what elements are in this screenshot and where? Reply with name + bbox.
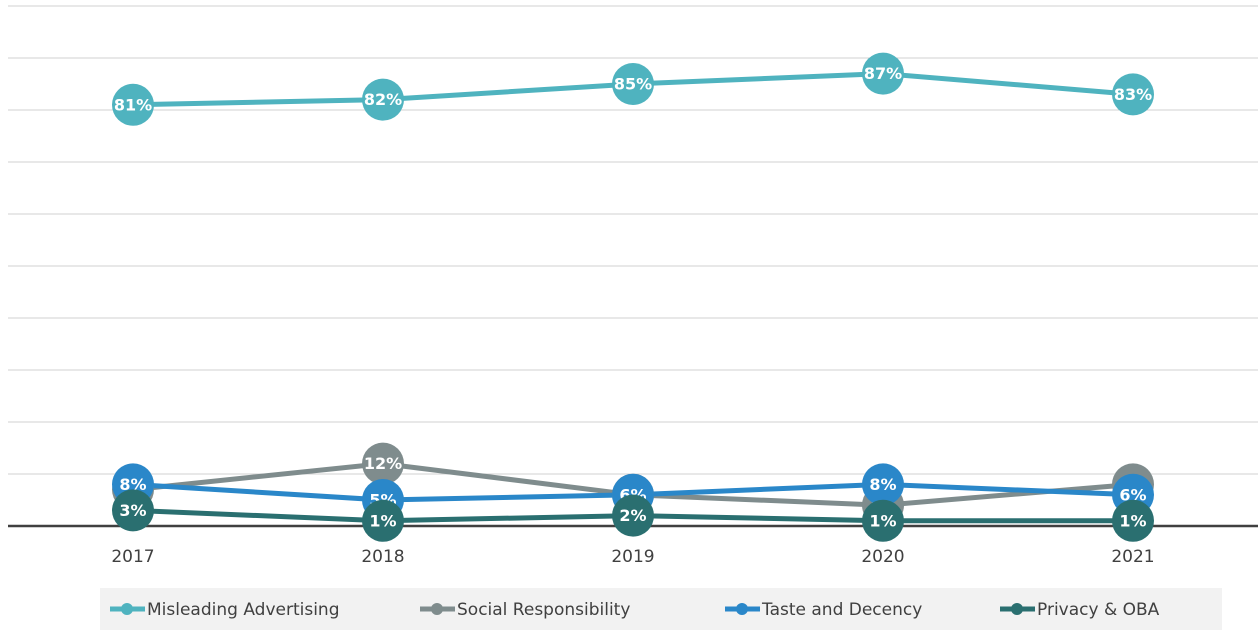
legend-label: Misleading Advertising (147, 600, 340, 620)
data-label: 1% (869, 511, 896, 530)
legend-label: Social Responsibility (457, 600, 630, 620)
data-point (1112, 499, 1154, 542)
legend-label: Taste and Decency (761, 600, 922, 620)
x-tick-label: 2019 (611, 547, 654, 567)
data-point (1112, 73, 1154, 116)
data-label: 83% (1114, 85, 1152, 104)
x-tick-label: 2021 (1111, 547, 1154, 567)
x-tick-label: 2020 (861, 547, 904, 567)
data-label: 1% (1119, 511, 1146, 530)
data-point (612, 63, 654, 105)
data-label: 81% (114, 95, 152, 114)
x-tick-label: 2018 (361, 547, 404, 567)
data-label: 6% (1119, 485, 1146, 504)
legend-marker (431, 603, 443, 615)
data-label: 12% (364, 454, 402, 473)
legend-label: Privacy & OBA (1037, 600, 1160, 620)
data-point (862, 52, 904, 95)
x-tick-label: 2017 (111, 547, 154, 567)
data-point (362, 499, 404, 542)
data-label: 2% (619, 506, 646, 525)
data-label: 8% (119, 475, 146, 494)
data-point (612, 494, 654, 537)
data-label: 8% (869, 475, 896, 494)
data-label: 3% (119, 501, 146, 520)
legend-marker (121, 603, 133, 615)
data-label: 87% (864, 64, 902, 83)
data-point (112, 83, 154, 126)
legend-marker (1011, 603, 1023, 615)
data-point (862, 499, 904, 542)
data-label: 85% (614, 75, 652, 94)
data-point (112, 489, 154, 532)
data-label: 1% (369, 511, 396, 530)
data-point (362, 442, 404, 485)
data-point (362, 78, 404, 121)
data-label: 82% (364, 90, 402, 109)
legend-marker (736, 603, 748, 615)
data-point (862, 463, 904, 506)
